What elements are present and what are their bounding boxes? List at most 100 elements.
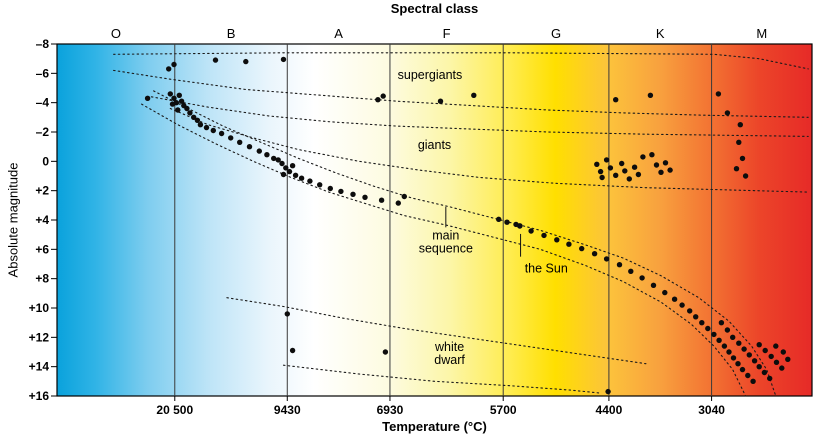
star-point xyxy=(658,169,664,175)
star-point xyxy=(298,175,305,181)
star-point xyxy=(307,178,313,184)
star-point xyxy=(382,349,389,355)
star-point xyxy=(773,343,779,349)
star-point xyxy=(378,197,385,203)
star-point xyxy=(283,165,289,171)
white-dwarf-label: white dwarf xyxy=(434,340,465,367)
star-point xyxy=(194,117,201,124)
star-point xyxy=(395,200,401,206)
star-point xyxy=(528,228,534,234)
star-point xyxy=(649,152,655,158)
star-point xyxy=(380,93,386,99)
curve-main-sequence-top xyxy=(153,90,777,397)
star-point xyxy=(401,193,407,200)
star-point xyxy=(284,311,290,317)
star-point xyxy=(350,191,356,197)
star-point xyxy=(541,232,547,239)
star-point xyxy=(197,122,204,128)
star-point xyxy=(279,160,285,167)
star-point xyxy=(471,92,477,99)
x-tick-label-4: 4400 xyxy=(596,403,623,417)
star-point xyxy=(280,56,287,63)
star-point xyxy=(292,172,299,178)
star-point xyxy=(256,148,262,154)
star-point xyxy=(496,216,502,222)
x-tick-label-0: 20 500 xyxy=(156,403,193,417)
star-point xyxy=(756,342,762,348)
star-point xyxy=(635,171,642,178)
star-point xyxy=(275,157,281,163)
x-tick-label-5: 3040 xyxy=(698,403,725,417)
star-point xyxy=(628,268,634,274)
spectral-class-label-B: B xyxy=(227,26,236,41)
star-point xyxy=(362,194,368,200)
star-point xyxy=(647,92,654,99)
star-point xyxy=(716,337,722,343)
curve-white-dwarf-top xyxy=(226,297,647,365)
star-point xyxy=(327,185,333,192)
star-point xyxy=(640,154,646,160)
star-point xyxy=(699,320,705,326)
star-point xyxy=(631,164,638,170)
star-point xyxy=(210,127,216,134)
star-point xyxy=(171,95,177,102)
star-point xyxy=(767,375,773,382)
star-point xyxy=(751,358,758,364)
star-point xyxy=(203,124,210,131)
star-point xyxy=(175,107,181,113)
star-point xyxy=(687,308,693,314)
star-point xyxy=(594,161,600,167)
star-point xyxy=(280,171,287,178)
star-point xyxy=(715,91,722,97)
star-point xyxy=(736,340,742,346)
star-point xyxy=(735,361,741,367)
star-point xyxy=(566,241,572,247)
absolute-magnitude-axis-title: Absolute magnitude xyxy=(5,162,21,278)
star-point xyxy=(246,144,253,150)
star-point xyxy=(605,388,611,395)
y-tick-label-5: +2 xyxy=(35,184,49,198)
star-point xyxy=(579,245,585,252)
star-point xyxy=(721,343,728,349)
star-point xyxy=(144,95,151,102)
star-point xyxy=(554,237,560,243)
y-tick-label-1: –6 xyxy=(36,66,50,80)
y-tick-label-11: +14 xyxy=(29,360,50,374)
star-point xyxy=(218,130,225,137)
star-point xyxy=(171,61,177,68)
star-point xyxy=(237,139,243,145)
star-point xyxy=(375,97,381,103)
star-point xyxy=(785,356,791,362)
y-tick-label-0: –8 xyxy=(36,37,50,51)
star-point xyxy=(739,366,746,373)
star-point xyxy=(724,110,731,116)
star-point xyxy=(742,173,749,179)
sun-point xyxy=(517,223,523,229)
star-point xyxy=(289,163,296,169)
y-tick-label-2: –4 xyxy=(36,96,50,110)
star-point xyxy=(622,168,628,174)
star-point xyxy=(504,219,510,225)
star-point xyxy=(737,122,743,128)
star-point xyxy=(756,364,762,370)
star-point xyxy=(166,66,172,72)
x-tick-label-2: 6930 xyxy=(377,403,404,417)
star-point xyxy=(679,302,685,308)
y-tick-label-12: +16 xyxy=(29,389,50,403)
star-point xyxy=(705,325,711,332)
spectral-class-axis-title: Spectral class xyxy=(390,1,479,16)
star-point xyxy=(726,349,732,355)
star-point xyxy=(724,327,731,333)
star-point xyxy=(750,378,756,384)
star-point xyxy=(599,174,605,181)
star-point xyxy=(662,289,668,296)
star-point xyxy=(718,320,725,326)
star-point xyxy=(437,98,444,104)
sun-label: the Sun xyxy=(525,261,568,275)
star-point xyxy=(191,114,197,121)
curve-main-sequence-bottom xyxy=(141,103,747,397)
star-point xyxy=(773,359,780,365)
star-point xyxy=(289,347,296,354)
y-tick-label-7: +6 xyxy=(35,242,49,256)
